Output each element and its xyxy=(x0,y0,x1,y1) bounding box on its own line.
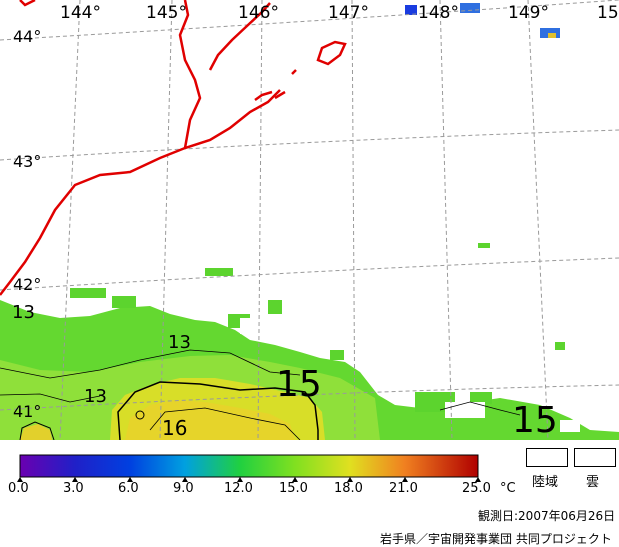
lat-label-44: 44° xyxy=(13,27,41,46)
lat-label-43: 43° xyxy=(13,152,41,171)
land-swatch xyxy=(526,448,568,467)
legend xyxy=(17,454,481,482)
contour-label-13b: 13 xyxy=(168,332,191,353)
tick-label-0: 0.0 xyxy=(8,481,29,496)
contour-label-16: 16 xyxy=(162,416,187,440)
contour-label-13c: 13 xyxy=(84,386,107,407)
sst-field-eddy xyxy=(20,424,52,440)
lon-label-149: 149° xyxy=(508,3,549,23)
tick-label-12: 12.0 xyxy=(224,481,253,496)
sst-field-warmer xyxy=(125,400,295,440)
observation-date: 観測日:2007年06月26日 xyxy=(478,509,616,523)
contour-label-15b: 15 xyxy=(512,400,558,440)
tick-label-6: 6.0 xyxy=(118,481,139,496)
land-label: 陸域 xyxy=(532,475,559,490)
sst-patches xyxy=(70,243,565,412)
contours xyxy=(0,349,521,440)
credit-line: 岩手県／宇宙開発事業団 共同プロジェクト xyxy=(380,532,612,546)
coastline xyxy=(0,0,347,296)
lon-label-150: 15 xyxy=(597,3,619,23)
tick-label-25: 25.0 xyxy=(462,481,491,496)
unit-label: °C xyxy=(500,481,516,496)
cloud-swatch xyxy=(574,448,616,467)
contour-label-15a: 15 xyxy=(276,364,322,405)
tick-label-3: 3.0 xyxy=(63,481,84,496)
tick-label-21: 21.0 xyxy=(389,481,418,496)
lon-label-144: 144° xyxy=(60,3,101,23)
cold-pixels xyxy=(405,3,560,38)
contour-label-13a: 13 xyxy=(12,302,35,323)
graticule xyxy=(0,0,619,440)
cloud-holes xyxy=(240,318,580,432)
lat-label-42: 42° xyxy=(13,275,41,294)
sst-map: 13 13 13 15 15 16 144° 145° 146° 147° 14… xyxy=(0,0,619,440)
lon-label-147: 147° xyxy=(328,3,369,23)
tick-label-9: 9.0 xyxy=(173,481,194,496)
tick-label-18: 18.0 xyxy=(334,481,363,496)
colorbar-ticks xyxy=(17,477,481,482)
lon-label-145: 145° xyxy=(146,3,187,23)
cloud-label: 雲 xyxy=(586,475,600,490)
lon-label-146: 146° xyxy=(238,3,279,23)
colorbar xyxy=(19,454,479,478)
lon-label-148: 148° xyxy=(418,3,459,23)
tick-label-15: 15.0 xyxy=(279,481,308,496)
lat-label-41: 41° xyxy=(13,402,41,421)
